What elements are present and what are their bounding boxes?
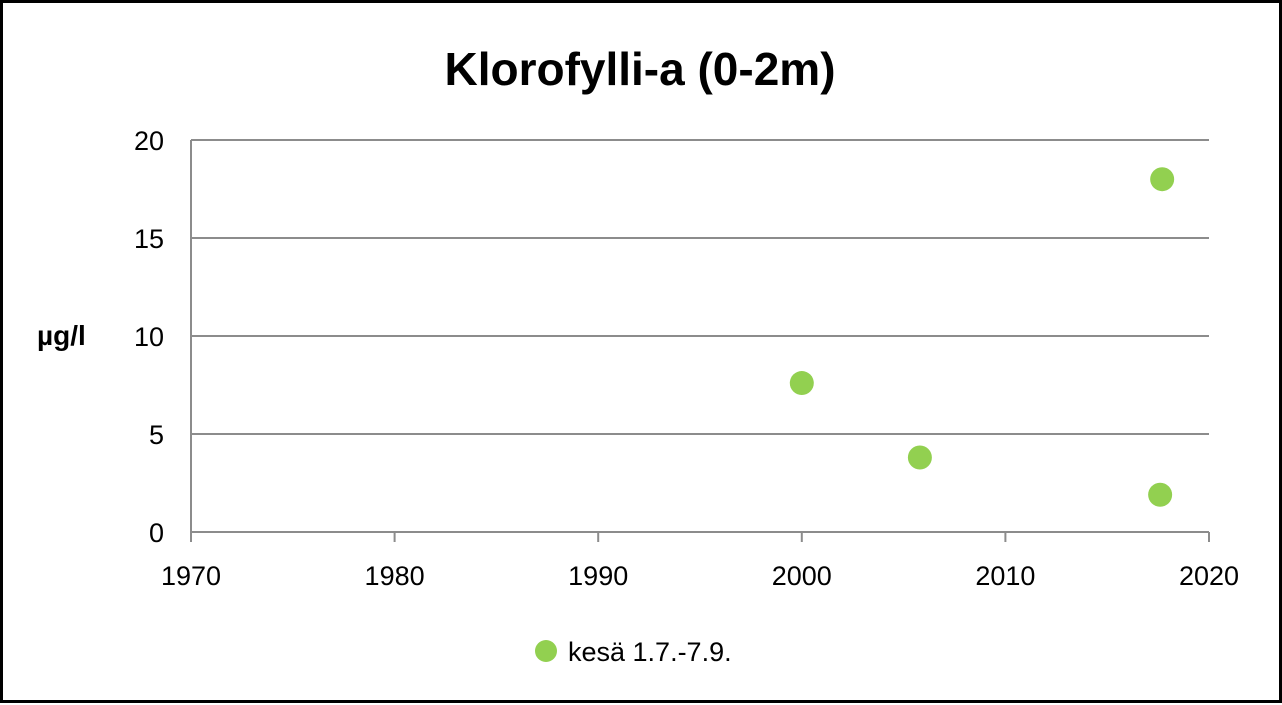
y-tick-label: 5 bbox=[149, 420, 164, 450]
y-tick-label: 20 bbox=[134, 126, 164, 156]
y-tick-label: 0 bbox=[149, 518, 164, 548]
legend-marker bbox=[535, 640, 557, 662]
y-tick-label: 15 bbox=[134, 224, 164, 254]
x-tick-label: 1970 bbox=[161, 561, 221, 591]
x-tick-label: 1980 bbox=[365, 561, 425, 591]
gridlines bbox=[191, 139, 1209, 435]
y-tick-labels: 0 5 10 15 20 bbox=[134, 126, 164, 548]
data-point bbox=[789, 371, 814, 396]
chart-title: Klorofylli-a (0-2m) bbox=[444, 43, 835, 95]
y-axis-label: µg/l bbox=[37, 320, 86, 351]
axes bbox=[190, 140, 1210, 542]
y-tick-label: 10 bbox=[134, 322, 164, 352]
x-tick-labels: 1970 1980 1990 2000 2010 2020 bbox=[161, 561, 1239, 591]
legend: kesä 1.7.-7.9. bbox=[535, 637, 732, 667]
legend-label: kesä 1.7.-7.9. bbox=[568, 637, 732, 667]
x-tick-label: 1990 bbox=[568, 561, 628, 591]
scatter-chart: Klorofylli-a (0-2m) 0 5 10 15 20 1970 1980 199… bbox=[37, 43, 1239, 667]
data-point bbox=[907, 445, 932, 470]
data-points bbox=[789, 167, 1175, 507]
x-tick-label: 2010 bbox=[975, 561, 1035, 591]
x-tick-label: 2020 bbox=[1179, 561, 1239, 591]
data-point bbox=[1150, 167, 1175, 192]
data-point bbox=[1148, 482, 1173, 507]
x-tick-label: 2000 bbox=[772, 561, 832, 591]
